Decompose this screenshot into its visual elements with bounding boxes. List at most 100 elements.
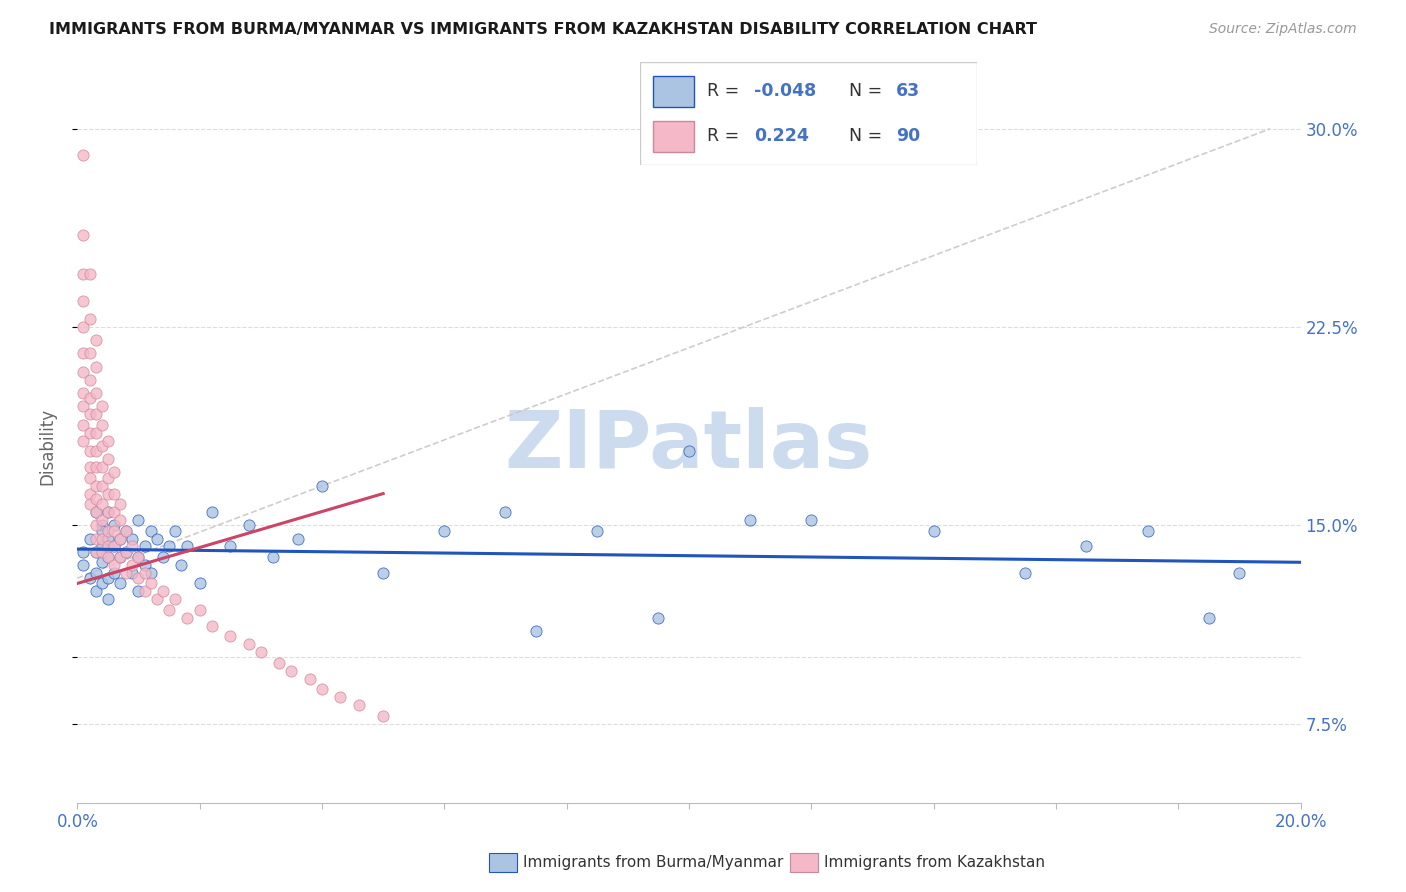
Bar bbox=[654, 76, 693, 106]
Text: Source: ZipAtlas.com: Source: ZipAtlas.com bbox=[1209, 22, 1357, 37]
Text: Immigrants from Burma/Myanmar: Immigrants from Burma/Myanmar bbox=[523, 855, 783, 870]
Point bbox=[238, 518, 260, 533]
Point bbox=[121, 558, 143, 572]
Point bbox=[176, 540, 198, 554]
Point bbox=[134, 540, 156, 554]
Point bbox=[84, 584, 107, 599]
Point bbox=[79, 571, 101, 585]
Point bbox=[84, 386, 107, 401]
Point bbox=[371, 708, 394, 723]
Point bbox=[90, 524, 112, 538]
Point bbox=[922, 524, 945, 538]
Point bbox=[128, 549, 150, 564]
Point bbox=[79, 425, 101, 440]
Point bbox=[298, 672, 321, 686]
Text: R =: R = bbox=[707, 128, 751, 145]
Point bbox=[72, 400, 94, 414]
Point bbox=[84, 532, 107, 546]
Point bbox=[139, 576, 162, 591]
Point bbox=[84, 460, 107, 475]
Text: N =: N = bbox=[849, 128, 887, 145]
Point bbox=[79, 392, 101, 406]
Point bbox=[115, 545, 138, 559]
Point bbox=[128, 584, 150, 599]
Point bbox=[108, 549, 131, 564]
Point bbox=[678, 444, 700, 458]
Point bbox=[90, 513, 112, 527]
Point bbox=[108, 532, 131, 546]
Point bbox=[72, 558, 94, 572]
Point bbox=[97, 505, 120, 519]
Point bbox=[97, 549, 120, 564]
Point bbox=[152, 549, 174, 564]
Point bbox=[188, 576, 211, 591]
Point bbox=[128, 571, 150, 585]
Point bbox=[79, 267, 101, 281]
Point bbox=[586, 524, 609, 538]
Point bbox=[72, 545, 94, 559]
Point bbox=[103, 505, 125, 519]
Point bbox=[311, 682, 333, 697]
Point bbox=[103, 566, 125, 580]
Point bbox=[84, 566, 107, 580]
Point bbox=[347, 698, 370, 712]
Point bbox=[139, 566, 162, 580]
Point bbox=[72, 386, 94, 401]
Point bbox=[72, 417, 94, 432]
Point bbox=[433, 524, 456, 538]
FancyBboxPatch shape bbox=[640, 62, 977, 165]
Point bbox=[90, 555, 112, 569]
Point bbox=[90, 540, 112, 554]
Point bbox=[495, 505, 517, 519]
Point bbox=[79, 444, 101, 458]
Point bbox=[128, 549, 150, 564]
Point bbox=[121, 540, 143, 554]
Text: 63: 63 bbox=[896, 82, 921, 100]
Point bbox=[84, 505, 107, 519]
Point bbox=[97, 524, 120, 538]
Point bbox=[115, 545, 138, 559]
Point bbox=[108, 532, 131, 546]
Point bbox=[97, 549, 120, 564]
Point bbox=[72, 227, 94, 242]
Point bbox=[79, 486, 101, 500]
Point bbox=[740, 513, 762, 527]
Text: IMMIGRANTS FROM BURMA/MYANMAR VS IMMIGRANTS FROM KAZAKHSTAN DISABILITY CORRELATI: IMMIGRANTS FROM BURMA/MYANMAR VS IMMIGRA… bbox=[49, 22, 1038, 37]
Point bbox=[97, 452, 120, 467]
Point bbox=[219, 540, 242, 554]
Point bbox=[103, 558, 125, 572]
Point bbox=[108, 549, 131, 564]
Point bbox=[1014, 566, 1036, 580]
Text: Immigrants from Kazakhstan: Immigrants from Kazakhstan bbox=[824, 855, 1045, 870]
Point bbox=[250, 645, 273, 659]
Point bbox=[262, 549, 284, 564]
Point bbox=[84, 425, 107, 440]
Point bbox=[103, 540, 125, 554]
Point bbox=[115, 524, 138, 538]
Point bbox=[1136, 524, 1159, 538]
Point bbox=[1229, 566, 1251, 580]
Point bbox=[90, 576, 112, 591]
Point bbox=[329, 690, 352, 704]
Point bbox=[115, 524, 138, 538]
Point bbox=[90, 545, 112, 559]
Point bbox=[103, 486, 125, 500]
Text: N =: N = bbox=[849, 82, 887, 100]
Point bbox=[219, 629, 242, 643]
Point bbox=[188, 603, 211, 617]
Point bbox=[84, 545, 107, 559]
Point bbox=[72, 293, 94, 308]
Point bbox=[157, 540, 180, 554]
Point bbox=[128, 513, 150, 527]
Point bbox=[84, 478, 107, 492]
Text: R =: R = bbox=[707, 82, 745, 100]
Point bbox=[201, 618, 224, 632]
Point bbox=[84, 545, 107, 559]
Point bbox=[97, 471, 120, 485]
Point bbox=[115, 566, 138, 580]
Point bbox=[97, 486, 120, 500]
Point bbox=[90, 497, 112, 511]
Point bbox=[311, 478, 333, 492]
Point bbox=[90, 400, 112, 414]
Point bbox=[79, 312, 101, 326]
